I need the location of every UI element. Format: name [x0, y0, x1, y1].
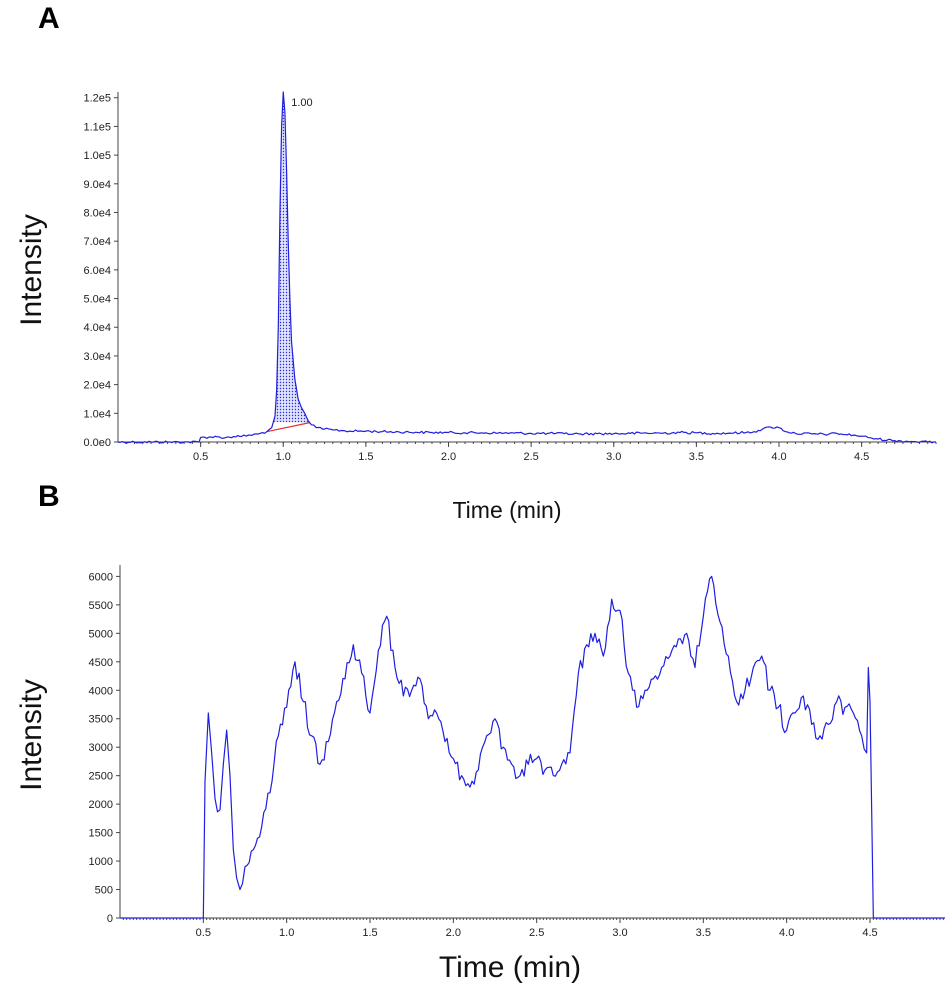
panel-label-b: B [38, 480, 60, 513]
x-tick-label: 3.5 [696, 927, 711, 939]
x-tick-label: 2.0 [446, 927, 461, 939]
x-tick-label: 3.0 [612, 927, 627, 939]
y-tick-label: 3.0e4 [83, 351, 111, 363]
x-tick-label: 0.5 [193, 451, 208, 463]
peak-area-fill [273, 92, 310, 423]
y-tick-label: 500 [95, 885, 113, 897]
peak-label: 1.00 [291, 97, 312, 109]
x-tick-label: 0.5 [196, 927, 211, 939]
y-tick-label: 3500 [89, 714, 113, 726]
panel-a: A Intensity Time (min) 0.5 1.0 1.5 2.0 2.5 3.… [15, 2, 937, 523]
x-tick-label: 4.0 [771, 451, 786, 463]
x-tick-label: 2.5 [523, 451, 538, 463]
y-tick-label: 2500 [89, 771, 113, 783]
x-tick-label: 3.5 [689, 451, 704, 463]
x-tick-label: 1.0 [279, 927, 294, 939]
x-tick-label: 2.5 [529, 927, 544, 939]
y-tick-label: 6.0e4 [83, 265, 111, 277]
panel-b: B Intensity Time (min) 0.5 1.0 1.5 2.0 2.5 3.… [15, 480, 945, 983]
y-tick-label: 1000 [89, 856, 113, 868]
y-tick-label: 7.0e4 [83, 236, 111, 248]
x-tick-label: 3.0 [606, 451, 621, 463]
y-tick-label: 0.0e0 [83, 437, 111, 449]
y-tick-label: 1.2e5 [83, 93, 111, 105]
x-tick-label: 4.5 [854, 451, 869, 463]
y-tick-label: 5.0e4 [83, 294, 111, 306]
x-tick-label: 1.5 [358, 451, 373, 463]
y-axis-title-a: Intensity [15, 214, 48, 326]
y-tick-label: 4000 [89, 685, 113, 697]
y-tick-label: 1.0e5 [83, 150, 111, 162]
x-tick-label: 1.0 [276, 451, 291, 463]
y-tick-label: 6000 [89, 571, 113, 583]
x-minor-ticks-b [122, 918, 944, 920]
y-tick-label: 5000 [89, 628, 113, 640]
x-tick-label: 4.0 [779, 927, 794, 939]
x-axis-title-b: Time (min) [439, 951, 581, 983]
x-axis-title-a: Time (min) [452, 497, 561, 523]
series-line-b [120, 575, 945, 919]
y-tick-label: 3000 [89, 742, 113, 754]
x-tick-label: 2.0 [441, 451, 456, 463]
y-tick-label: 1500 [89, 828, 113, 840]
y-tick-label: 2.0e4 [83, 380, 111, 392]
plot-area-b: 0.5 1.0 1.5 2.0 2.5 3.0 3.5 4.0 4.5 0 500 1000 1500 2… [89, 565, 945, 939]
panel-label-a: A [38, 2, 60, 35]
y-tick-label: 5500 [89, 600, 113, 612]
y-tick-label: 1.0e4 [83, 408, 111, 420]
y-axis-title-b: Intensity [15, 679, 48, 791]
x-tick-label: 4.5 [862, 927, 877, 939]
y-tick-label: 2000 [89, 799, 113, 811]
series-line-a [117, 91, 937, 444]
plot-area-a: 0.5 1.0 1.5 2.0 2.5 3.0 3.5 4.0 4.5 0.0e0 1.0e4 2.0… [83, 91, 937, 463]
y-tick-label: 4500 [89, 657, 113, 669]
y-tick-label: 4.0e4 [83, 322, 111, 334]
y-tick-label: 0 [107, 913, 113, 925]
y-tick-label: 9.0e4 [83, 179, 111, 191]
y-tick-label: 8.0e4 [83, 207, 111, 219]
x-tick-label: 1.5 [362, 927, 377, 939]
integration-baseline [266, 422, 310, 433]
y-tick-label: 1.1e5 [83, 121, 111, 133]
